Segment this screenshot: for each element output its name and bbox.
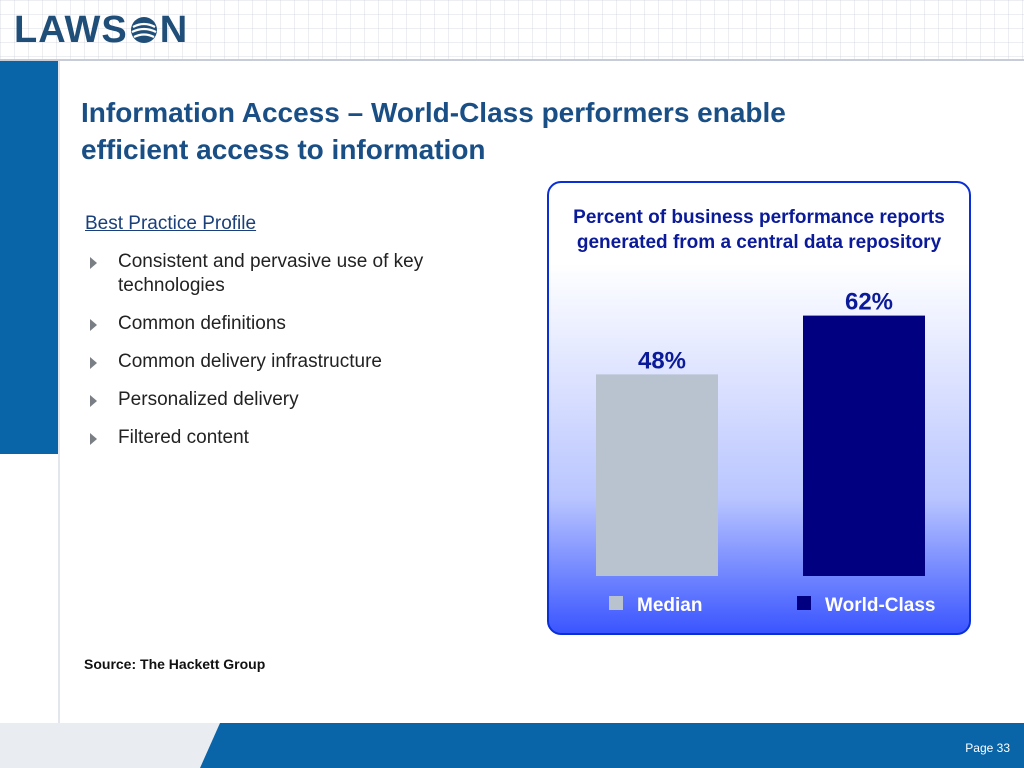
- list-item-text: Common definitions: [118, 313, 286, 334]
- footer-band: [0, 723, 1024, 768]
- bullet-arrow-icon: [90, 433, 97, 445]
- slide-title: Information Access – World-Class perform…: [81, 94, 901, 168]
- lawson-logo: LAWS N: [14, 9, 188, 51]
- bullet-arrow-icon: [90, 395, 97, 407]
- side-divider: [58, 61, 60, 723]
- legend-label-median: Median: [637, 595, 702, 616]
- bar-chart: 48% 62% Median World-Class: [596, 289, 936, 616]
- chart-title-line2: generated from a central data repository: [576, 232, 942, 253]
- best-practice-list: Consistent and pervasive use of key tech…: [88, 250, 458, 464]
- list-item-text: Personalized delivery: [118, 389, 299, 410]
- list-item-text: Common delivery infrastructure: [118, 351, 382, 372]
- chart-panel: Percent of business performance reports …: [547, 181, 971, 635]
- page-number: Page 33: [965, 741, 1010, 755]
- bar-median: [596, 374, 718, 576]
- legend-swatch-median: [609, 596, 623, 610]
- chart-title-line1: Percent of business performance reports: [573, 207, 945, 228]
- bullet-arrow-icon: [90, 319, 97, 331]
- bullet-arrow-icon: [90, 257, 97, 269]
- list-item: Consistent and pervasive use of key tech…: [88, 250, 458, 298]
- header-divider: [0, 59, 1024, 61]
- list-item-text: Filtered content: [118, 427, 249, 448]
- list-item: Common delivery infrastructure: [88, 350, 458, 374]
- list-item: Personalized delivery: [88, 388, 458, 412]
- legend-label-world-class: World-Class: [825, 595, 936, 616]
- data-label-median: 48%: [638, 347, 686, 374]
- best-practice-heading: Best Practice Profile: [85, 213, 257, 234]
- chart-title: Percent of business performance reports …: [549, 205, 969, 255]
- list-item: Common definitions: [88, 312, 458, 336]
- list-item: Filtered content: [88, 426, 458, 450]
- globe-icon: [130, 17, 157, 43]
- bar-world-class: [803, 315, 925, 576]
- bullet-arrow-icon: [90, 357, 97, 369]
- data-label-world-class: 62%: [845, 289, 893, 316]
- header-band: [0, 0, 1024, 60]
- slide-title-line1: Information Access – World-Class perform…: [81, 97, 786, 128]
- list-item-text: Consistent and pervasive use of key tech…: [118, 251, 424, 296]
- slide-title-line2: efficient access to information: [81, 134, 486, 165]
- logo-text-right: N: [159, 8, 189, 51]
- logo-text-left: LAWS: [14, 8, 128, 51]
- source-note: Source: The Hackett Group: [84, 656, 266, 672]
- legend-swatch-world-class: [797, 596, 811, 610]
- side-accent-bar: [0, 61, 58, 454]
